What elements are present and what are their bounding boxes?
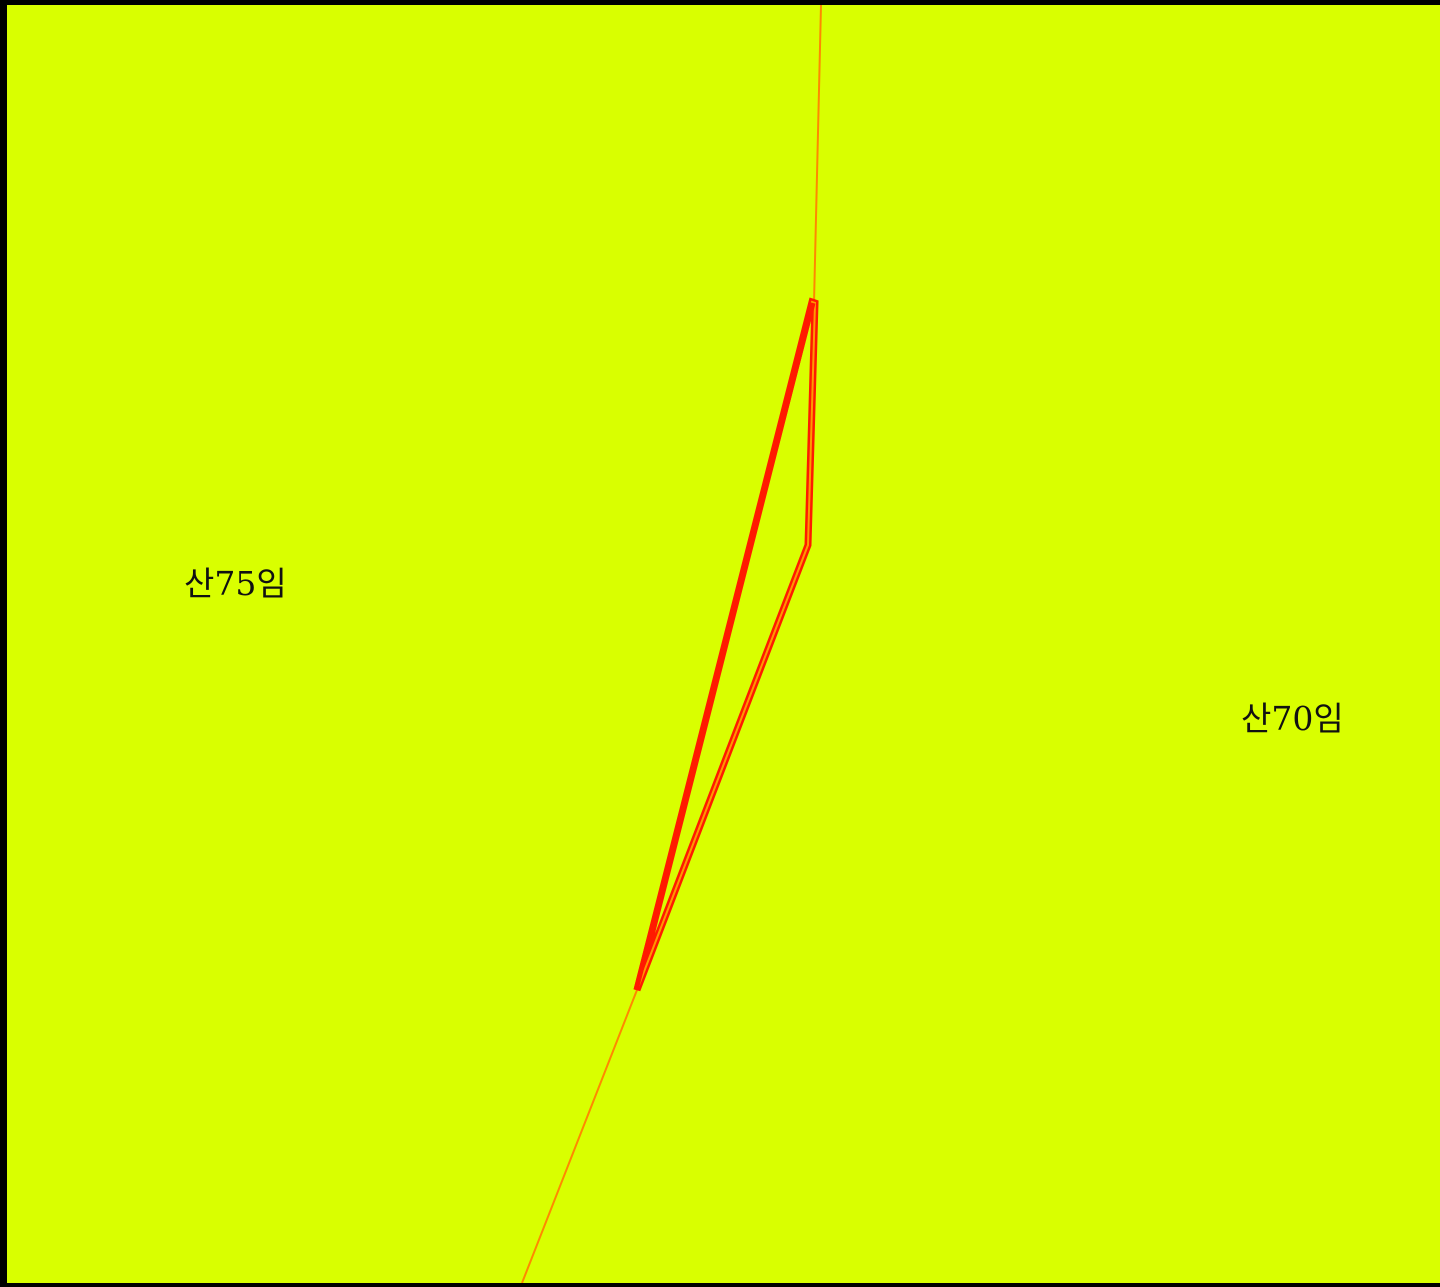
highlighted-edge bbox=[633, 302, 816, 991]
parcel-label-70: 산70임 bbox=[1241, 699, 1344, 738]
map-canvas[interactable] bbox=[7, 5, 1440, 1283]
parcel-label-75: 산75임 bbox=[184, 564, 287, 603]
